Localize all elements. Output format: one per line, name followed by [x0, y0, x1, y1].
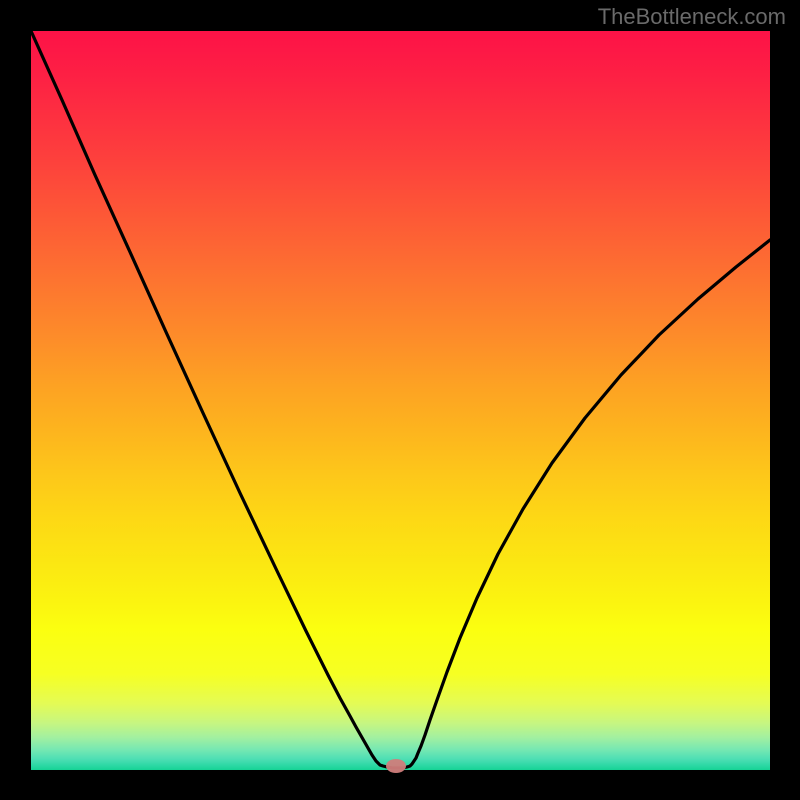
plot-background — [31, 31, 770, 770]
watermark-text: TheBottleneck.com — [598, 4, 786, 30]
optimal-marker — [386, 759, 406, 773]
chart-container: TheBottleneck.com — [0, 0, 800, 800]
bottleneck-chart — [0, 0, 800, 800]
